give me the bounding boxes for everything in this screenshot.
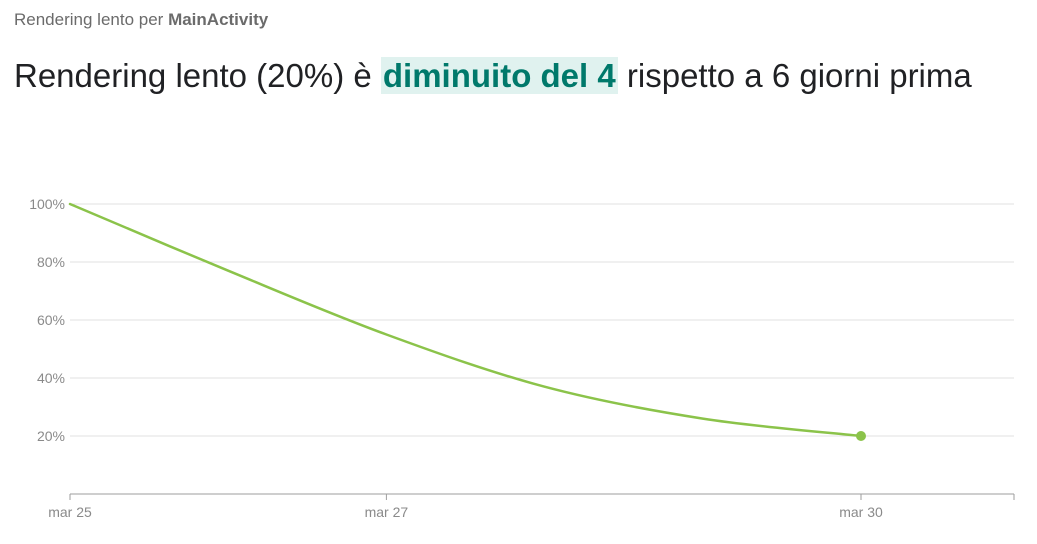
y-tick-label: 40% [37, 370, 65, 386]
series-layer [68, 202, 866, 441]
y-tick-label: 60% [37, 312, 65, 328]
series-endpoint-marker [856, 431, 866, 441]
grid-layer [70, 203, 1014, 437]
y-tick-label: 20% [37, 428, 65, 444]
headline-after: rispetto a 6 giorni prima [626, 57, 972, 94]
x-tick-label: mar 30 [839, 504, 883, 520]
series-line [68, 202, 863, 438]
y-tick-label: 80% [37, 254, 65, 270]
headline: Rendering lento (20%) è diminuito del 4 … [14, 54, 1014, 97]
subtitle-app-name: MainActivity [168, 10, 269, 29]
subtitle-prefix: Rendering lento per [14, 10, 164, 29]
headline-highlight: diminuito del 4 [380, 57, 618, 94]
x-tick-label: mar 27 [365, 504, 409, 520]
chart-subtitle: Rendering lento per MainActivity [14, 10, 268, 30]
x-tick-label: mar 25 [48, 504, 92, 520]
axis-layer: 100% 80% 60% 40% 20% mar 25 mar 27 mar 30 [29, 196, 1015, 520]
headline-before: Rendering lento (20%) è [14, 57, 372, 94]
y-tick-label: 100% [29, 196, 65, 212]
